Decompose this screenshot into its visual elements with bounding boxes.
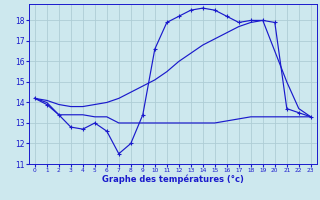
X-axis label: Graphe des températures (°c): Graphe des températures (°c) <box>102 175 244 184</box>
